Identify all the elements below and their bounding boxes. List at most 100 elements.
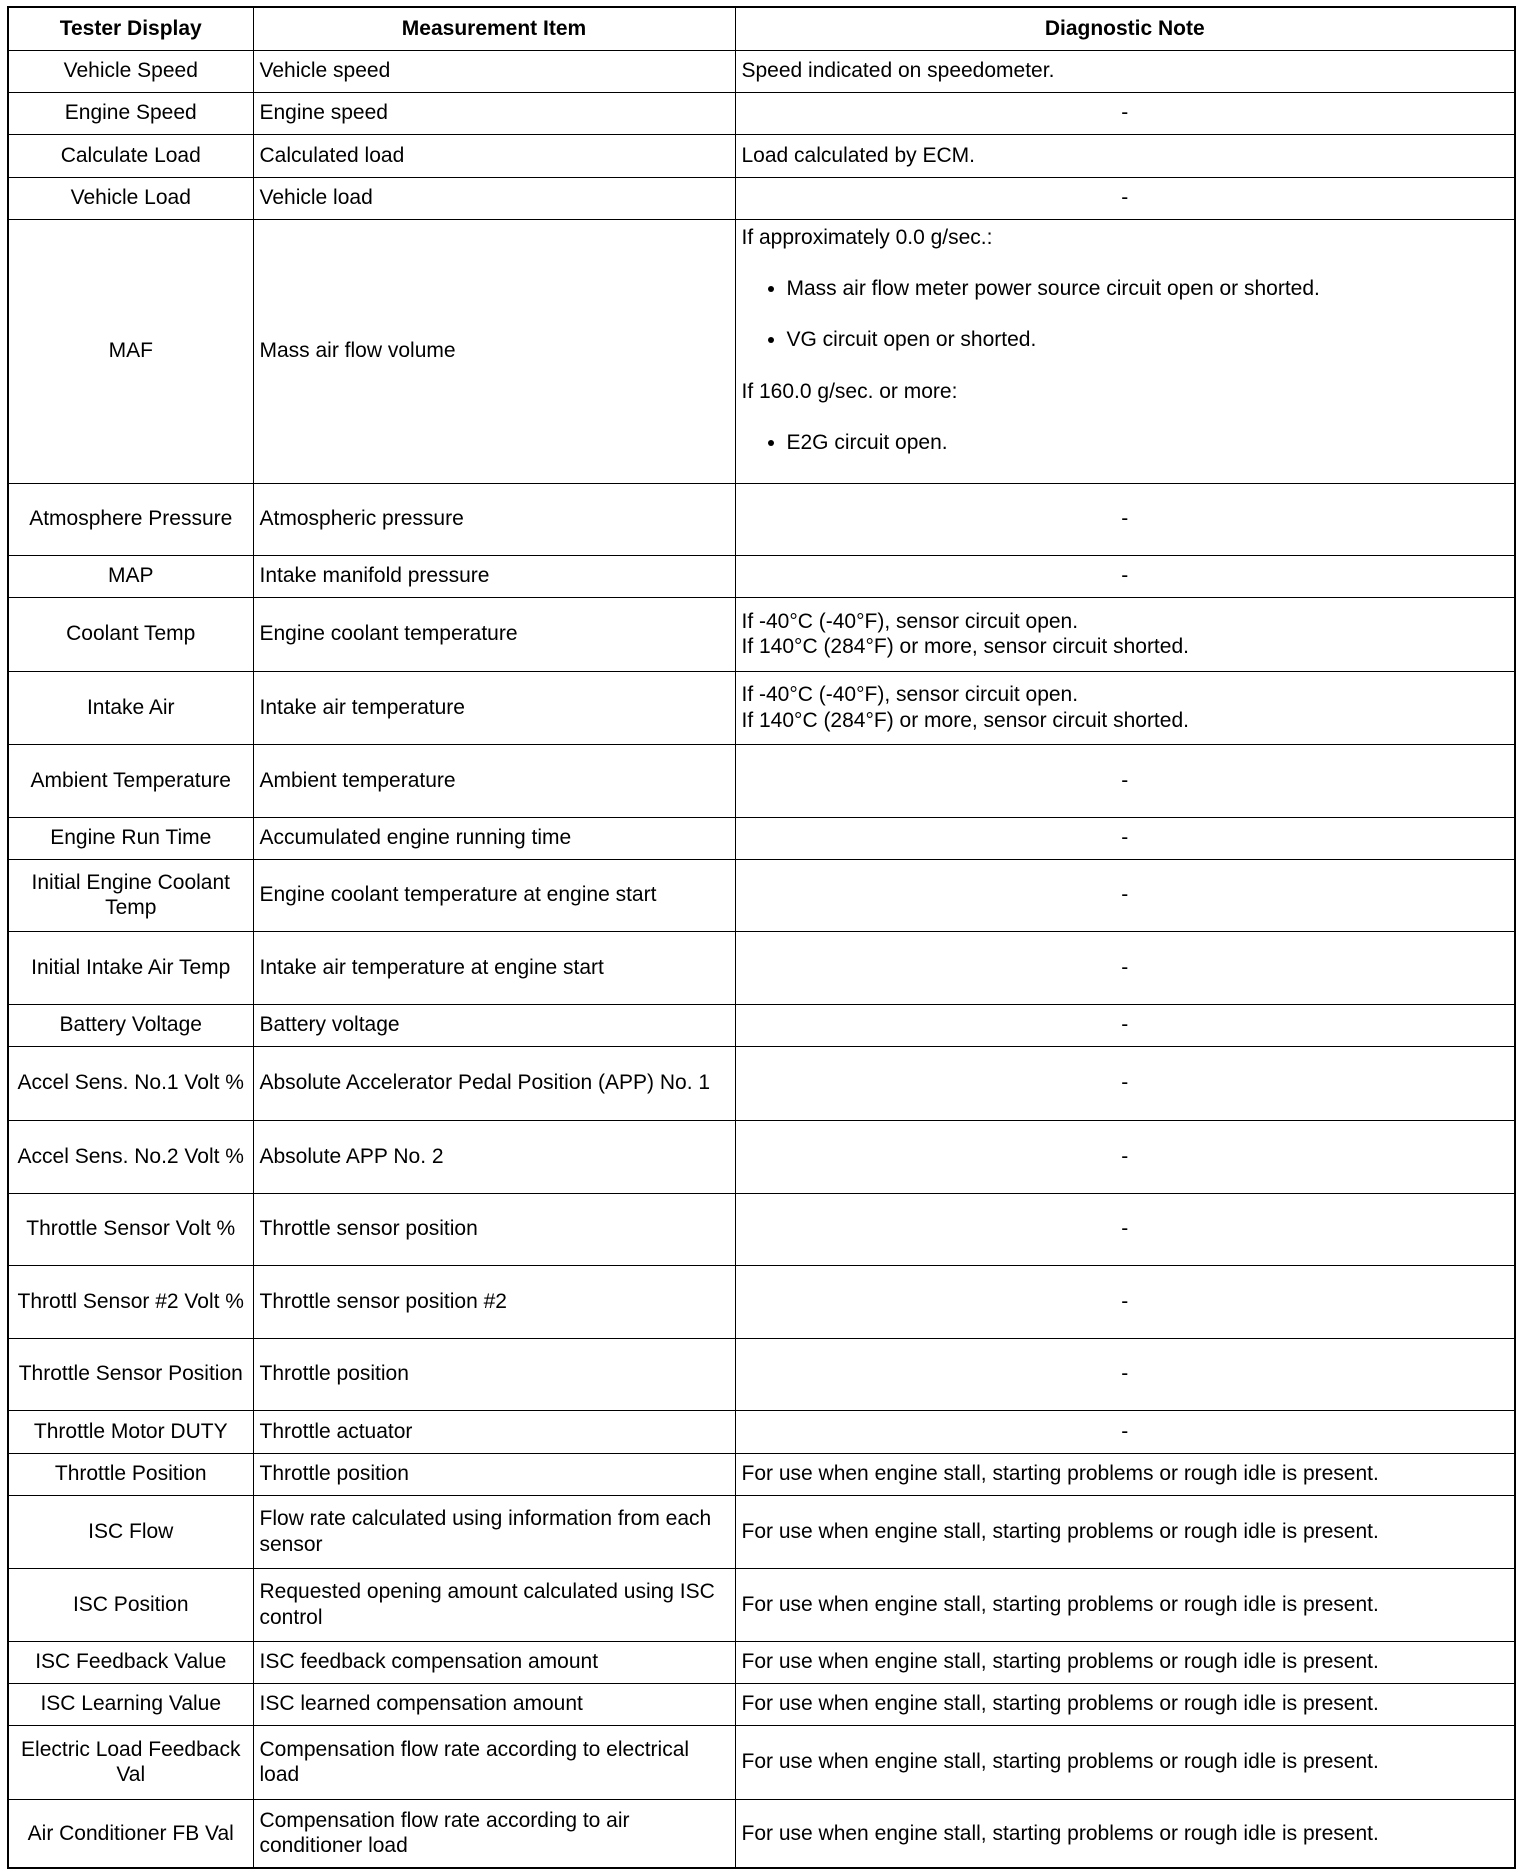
- table-cell: Throttle sensor position: [252, 1192, 736, 1266]
- table-cell: Engine coolant temperature at engine sta…: [252, 858, 736, 932]
- table-row: Throttle Sensor Volt % Throttle sensor po…: [7, 1192, 1516, 1266]
- table-row: Throttle Sensor Position Throttle positio…: [7, 1337, 1516, 1411]
- table-row: Calculate Load Calculated load Load calcul…: [7, 133, 1516, 178]
- note-line: If 140°C (284°F) or more, sensor circuit…: [741, 708, 1189, 732]
- table-cell: -: [734, 91, 1516, 135]
- table-cell: Intake manifold pressure: [252, 554, 736, 598]
- table-cell: Electric Load Feedback Val: [7, 1724, 254, 1800]
- table-cell: Absolute Accelerator Pedal Position (APP…: [252, 1045, 736, 1121]
- table-cell: For use when engine stall, starting prob…: [734, 1798, 1516, 1869]
- table-cell: Intake air temperature: [252, 670, 736, 745]
- table-cell: Accumulated engine running time: [252, 816, 736, 860]
- table-row: Throttle Motor DUTY Throttle actuator -: [7, 1409, 1516, 1454]
- note-group: If 160.0 g/sec. or more: E2G circuit open…: [742, 379, 1509, 455]
- table-row: MAP Intake manifold pressure -: [7, 554, 1516, 598]
- table-cell: -: [734, 816, 1516, 860]
- table-cell: Throttle position: [252, 1452, 736, 1496]
- table-cell: Accel Sens. No.1 Volt %: [7, 1045, 254, 1121]
- diagnostic-table: Tester Display Measurement Item Diagnost…: [7, 6, 1516, 1869]
- table-cell: Compensation flow rate according to air …: [252, 1798, 736, 1869]
- table-cell: MAF: [7, 218, 254, 484]
- table-cell: -: [734, 482, 1516, 556]
- table-cell: Initial Intake Air Temp: [7, 930, 254, 1005]
- table-cell: -: [734, 1119, 1516, 1194]
- table-cell: Engine Run Time: [7, 816, 254, 860]
- table-body: Vehicle Speed Vehicle speed Speed indicate…: [7, 49, 1516, 1869]
- table-cell: -: [734, 1003, 1516, 1047]
- table-cell: Throttl Sensor #2 Volt %: [7, 1264, 254, 1339]
- table-cell: -: [734, 1192, 1516, 1266]
- table-row: Intake Air Intake air temperature If -40°C…: [7, 670, 1516, 745]
- table-row: Initial Intake Air Temp Intake air temper…: [7, 930, 1516, 1005]
- table-cell: If -40°C (-40°F), sensor circuit open. If…: [734, 670, 1516, 745]
- table-cell: Vehicle Speed: [7, 49, 254, 93]
- table-cell: Throttle Sensor Volt %: [7, 1192, 254, 1266]
- table-cell: For use when engine stall, starting prob…: [734, 1452, 1516, 1496]
- bullet-item: Mass air flow meter power source circuit…: [787, 276, 1509, 301]
- table-row: ISC Feedback Value ISC feedback compensat…: [7, 1640, 1516, 1684]
- table-cell: Engine coolant temperature: [252, 596, 736, 672]
- table-cell: For use when engine stall, starting prob…: [734, 1682, 1516, 1726]
- table-cell: -: [734, 1264, 1516, 1339]
- table-cell: -: [734, 1337, 1516, 1411]
- table-cell: Vehicle speed: [252, 49, 736, 93]
- table-row: MAF Mass air flow volume If approximately …: [7, 218, 1516, 484]
- note-group: If approximately 0.0 g/sec.: Mass air flo…: [742, 225, 1509, 353]
- table-row: Ambient Temperature Ambient temperature -: [7, 743, 1516, 818]
- table-cell: Battery Voltage: [7, 1003, 254, 1047]
- table-cell: Coolant Temp: [7, 596, 254, 672]
- table-cell: Flow rate calculated using information f…: [252, 1494, 736, 1569]
- table-cell: Ambient Temperature: [7, 743, 254, 818]
- table-cell: ISC feedback compensation amount: [252, 1640, 736, 1684]
- table-cell: Throttle Position: [7, 1452, 254, 1496]
- bullet-list: Mass air flow meter power source circuit…: [742, 276, 1509, 352]
- table-cell: Battery voltage: [252, 1003, 736, 1047]
- table-cell: ISC Position: [7, 1567, 254, 1642]
- table-cell: -: [734, 1409, 1516, 1454]
- table-cell: Calculated load: [252, 133, 736, 178]
- table-cell: Intake air temperature at engine start: [252, 930, 736, 1005]
- table-cell: ISC Flow: [7, 1494, 254, 1569]
- table-cell: Intake Air: [7, 670, 254, 745]
- table-row: Throttl Sensor #2 Volt % Throttle sensor …: [7, 1264, 1516, 1339]
- table-row: Engine Run Time Accumulated engine runnin…: [7, 816, 1516, 860]
- table-cell: -: [734, 554, 1516, 598]
- table-row: ISC Position Requested opening amount cal…: [7, 1567, 1516, 1642]
- header-row: Tester Display Measurement Item Diagnost…: [7, 6, 1516, 51]
- bullet-item: VG circuit open or shorted.: [787, 327, 1509, 352]
- table-cell: Engine speed: [252, 91, 736, 135]
- note-heading: If 160.0 g/sec. or more:: [741, 379, 958, 403]
- table-cell: Throttle actuator: [252, 1409, 736, 1454]
- table-cell: Ambient temperature: [252, 743, 736, 818]
- table-row: Atmosphere Pressure Atmospheric pressure -: [7, 482, 1516, 556]
- table-row: Accel Sens. No.2 Volt % Absolute APP No. …: [7, 1119, 1516, 1194]
- table-cell: Atmospheric pressure: [252, 482, 736, 556]
- table-cell: Vehicle load: [252, 176, 736, 220]
- note-line: If -40°C (-40°F), sensor circuit open.: [741, 683, 1079, 707]
- table-cell: Calculate Load: [7, 133, 254, 178]
- table-cell: Load calculated by ECM.: [734, 133, 1516, 178]
- bullet-item: E2G circuit open.: [787, 430, 1509, 455]
- table-cell: Air Conditioner FB Val: [7, 1798, 254, 1869]
- table-row: Vehicle Load Vehicle load -: [7, 176, 1516, 220]
- table-row: ISC Flow Flow rate calculated using infor…: [7, 1494, 1516, 1569]
- table-row: Vehicle Speed Vehicle speed Speed indicate…: [7, 49, 1516, 93]
- table-cell: Requested opening amount calculated usin…: [252, 1567, 736, 1642]
- table-cell: ISC learned compensation amount: [252, 1682, 736, 1726]
- table-cell: Throttle sensor position #2: [252, 1264, 736, 1339]
- table-cell: -: [734, 930, 1516, 1005]
- table-row: Engine Speed Engine speed -: [7, 91, 1516, 135]
- table-cell: -: [734, 743, 1516, 818]
- table-cell: Atmosphere Pressure: [7, 482, 254, 556]
- table-cell: Speed indicated on speedometer.: [734, 49, 1516, 93]
- table-cell: Throttle Sensor Position: [7, 1337, 254, 1411]
- table-cell: Throttle Motor DUTY: [7, 1409, 254, 1454]
- table-cell: Accel Sens. No.2 Volt %: [7, 1119, 254, 1194]
- table-cell: Throttle position: [252, 1337, 736, 1411]
- header-cell: Measurement Item: [252, 6, 736, 51]
- bullet-list: E2G circuit open.: [742, 430, 1509, 455]
- note-line: If -40°C (-40°F), sensor circuit open.: [741, 609, 1079, 633]
- table-cell: Mass air flow volume: [252, 218, 736, 484]
- header-cell: Diagnostic Note: [734, 6, 1516, 51]
